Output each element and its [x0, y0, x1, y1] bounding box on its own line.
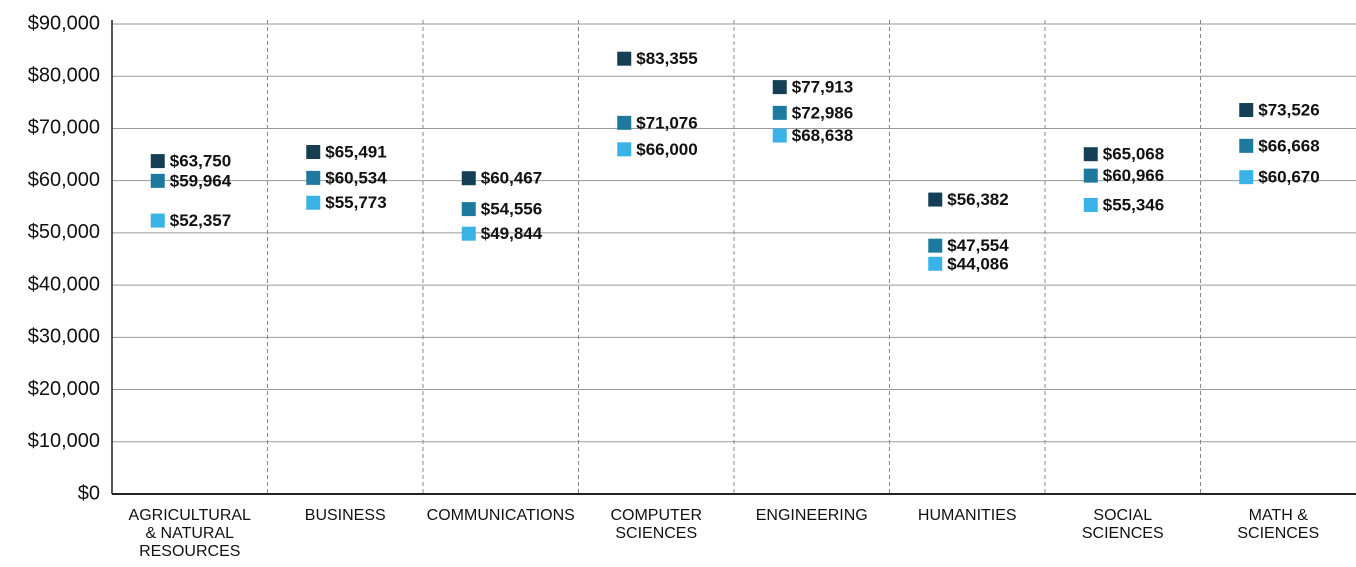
- x-tick-label-line: & NATURAL: [145, 525, 234, 542]
- value-label: $47,554: [947, 236, 1009, 255]
- value-label: $55,346: [1103, 195, 1164, 214]
- value-label: $60,670: [1258, 168, 1319, 187]
- value-label: $65,068: [1103, 145, 1164, 164]
- value-label: $71,076: [636, 113, 697, 132]
- x-tick-label-line: MATH &: [1249, 507, 1309, 524]
- value-label: $66,668: [1258, 136, 1319, 155]
- value-label: $49,844: [481, 224, 543, 243]
- value-label: $60,467: [481, 169, 542, 188]
- dot-marker: [772, 128, 787, 143]
- dot-marker: [928, 238, 943, 253]
- value-label: $56,382: [947, 190, 1008, 209]
- x-tick-label-line: RESOURCES: [139, 543, 240, 560]
- dot-marker: [617, 142, 632, 157]
- x-tick-label-line: SCIENCES: [1237, 525, 1319, 542]
- dot-marker: [1239, 103, 1254, 118]
- x-tick-label-line: SCIENCES: [1082, 525, 1164, 542]
- x-tick-label-line: BUSINESS: [305, 507, 386, 524]
- y-tick-label: $50,000: [28, 221, 100, 243]
- y-tick-label: $30,000: [28, 326, 100, 348]
- dot-marker: [1083, 147, 1098, 162]
- value-label: $83,355: [636, 49, 697, 68]
- value-label: $65,491: [325, 142, 386, 161]
- y-tick-label: $70,000: [28, 117, 100, 139]
- dot-marker: [1083, 168, 1098, 183]
- dot-marker: [306, 144, 321, 159]
- y-tick-label: $10,000: [28, 430, 100, 452]
- x-tick-label: MATH & SCIENCES: [1237, 507, 1319, 542]
- x-tick-label-line: ENGINEERING: [756, 507, 868, 524]
- value-label: $60,534: [325, 168, 387, 187]
- value-label: $55,773: [325, 193, 386, 212]
- value-label: $72,986: [792, 103, 853, 122]
- dot-marker: [150, 154, 165, 169]
- x-tick-label-line: SOCIAL: [1093, 507, 1152, 524]
- value-label: $68,638: [792, 126, 853, 145]
- x-tick-label-line: SCIENCES: [615, 525, 697, 542]
- y-tick-label: $20,000: [28, 378, 100, 400]
- x-tick-label-line: COMMUNICATIONS: [427, 507, 575, 524]
- dot-marker: [461, 202, 476, 217]
- x-tick-label: BUSINESS: [305, 507, 386, 524]
- value-label: $60,966: [1103, 166, 1164, 185]
- value-label: $77,913: [792, 78, 853, 97]
- dot-marker: [617, 51, 632, 66]
- x-tick-label: ENGINEERING: [756, 507, 868, 524]
- x-tick-label-line: HUMANITIES: [918, 507, 1017, 524]
- dot-marker: [306, 170, 321, 185]
- x-tick-label: COMPUTER SCIENCES: [610, 507, 702, 542]
- y-tick-label: $80,000: [28, 65, 100, 87]
- dot-marker: [928, 256, 943, 271]
- value-label: $66,000: [636, 140, 697, 159]
- value-label: $54,556: [481, 200, 542, 219]
- dot-marker: [150, 173, 165, 188]
- dot-marker: [772, 105, 787, 120]
- value-label: $52,357: [170, 211, 231, 230]
- y-tick-label: $40,000: [28, 273, 100, 295]
- y-tick-label: $90,000: [28, 12, 100, 34]
- x-tick-label: COMMUNICATIONS: [427, 507, 575, 524]
- value-label: $44,086: [947, 254, 1008, 273]
- dot-marker: [306, 195, 321, 210]
- dot-marker: [1239, 138, 1254, 153]
- dot-marker: [617, 115, 632, 130]
- value-label: $59,964: [170, 171, 232, 190]
- dot-marker: [461, 226, 476, 241]
- dot-marker: [150, 213, 165, 228]
- dot-marker: [928, 192, 943, 207]
- dot-marker: [1239, 170, 1254, 185]
- x-tick-label: AGRICULTURAL & NATURAL RESOURCES: [129, 507, 251, 560]
- dot-marker: [1083, 197, 1098, 212]
- value-label: $73,526: [1258, 101, 1319, 120]
- x-tick-label: SOCIAL SCIENCES: [1082, 507, 1164, 542]
- dot-marker: [461, 171, 476, 186]
- x-tick-label: HUMANITIES: [918, 507, 1017, 524]
- value-label: $63,750: [170, 152, 231, 171]
- x-tick-label-line: AGRICULTURAL: [129, 507, 251, 524]
- dot-marker: [772, 80, 787, 95]
- y-tick-label: $60,000: [28, 169, 100, 191]
- x-tick-label-line: COMPUTER: [610, 507, 702, 524]
- y-tick-label: $0: [78, 482, 100, 504]
